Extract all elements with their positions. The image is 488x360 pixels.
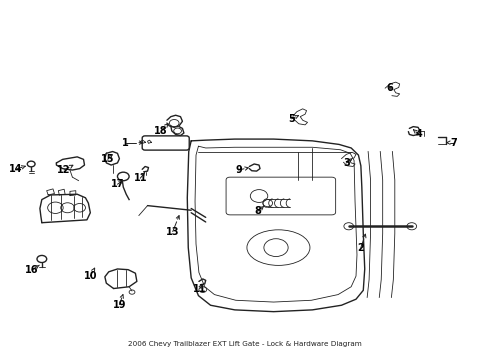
Text: 17: 17 — [110, 179, 124, 189]
Text: 8: 8 — [254, 206, 261, 216]
Text: 12: 12 — [57, 165, 71, 175]
Text: 7: 7 — [449, 138, 456, 148]
Text: 6: 6 — [386, 83, 392, 93]
Text: 14: 14 — [9, 164, 22, 174]
Text: 9: 9 — [235, 165, 242, 175]
Text: 15: 15 — [101, 154, 114, 165]
Text: 10: 10 — [83, 271, 97, 281]
Circle shape — [343, 223, 353, 230]
Text: 11: 11 — [133, 173, 147, 183]
Text: 19: 19 — [112, 300, 126, 310]
Text: 11: 11 — [193, 284, 206, 293]
Circle shape — [406, 223, 416, 230]
Text: 4: 4 — [415, 130, 422, 139]
Text: 18: 18 — [154, 126, 167, 136]
Text: 5: 5 — [287, 114, 294, 124]
Text: 1: 1 — [122, 138, 129, 148]
Text: 16: 16 — [25, 265, 39, 275]
Text: 2: 2 — [357, 243, 364, 253]
Text: 3: 3 — [342, 158, 349, 168]
Text: 13: 13 — [165, 226, 179, 237]
Text: 2006 Chevy Trailblazer EXT Lift Gate - Lock & Hardware Diagram: 2006 Chevy Trailblazer EXT Lift Gate - L… — [127, 341, 361, 347]
